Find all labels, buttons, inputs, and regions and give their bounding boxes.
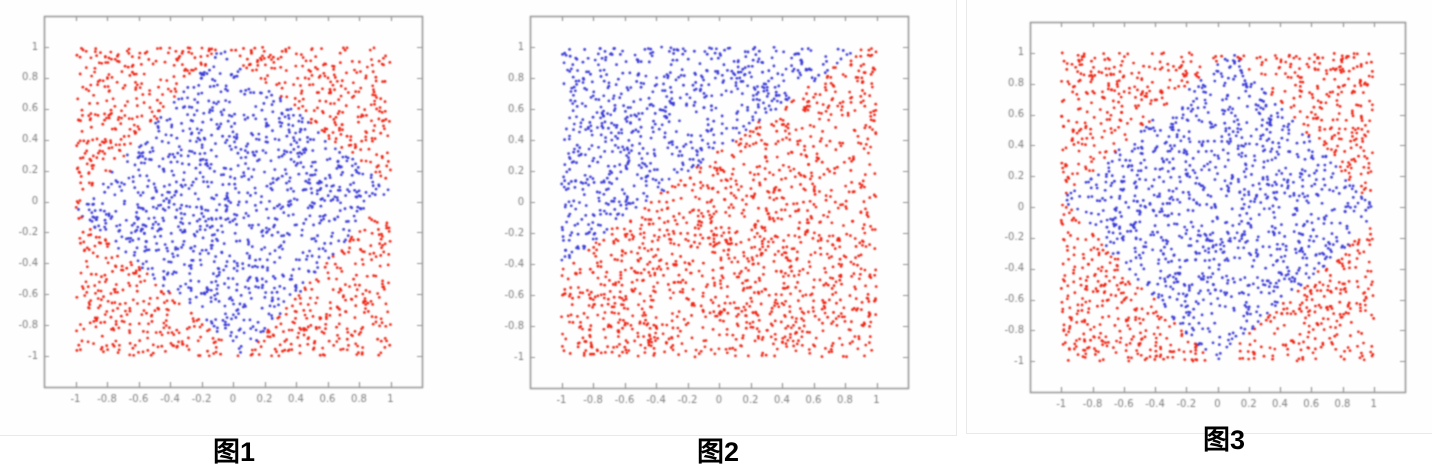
figure3-caption: 图3 <box>1202 425 1246 455</box>
figure1-caption: 图1 <box>212 437 256 467</box>
figure2-caption: 图2 <box>696 437 740 467</box>
